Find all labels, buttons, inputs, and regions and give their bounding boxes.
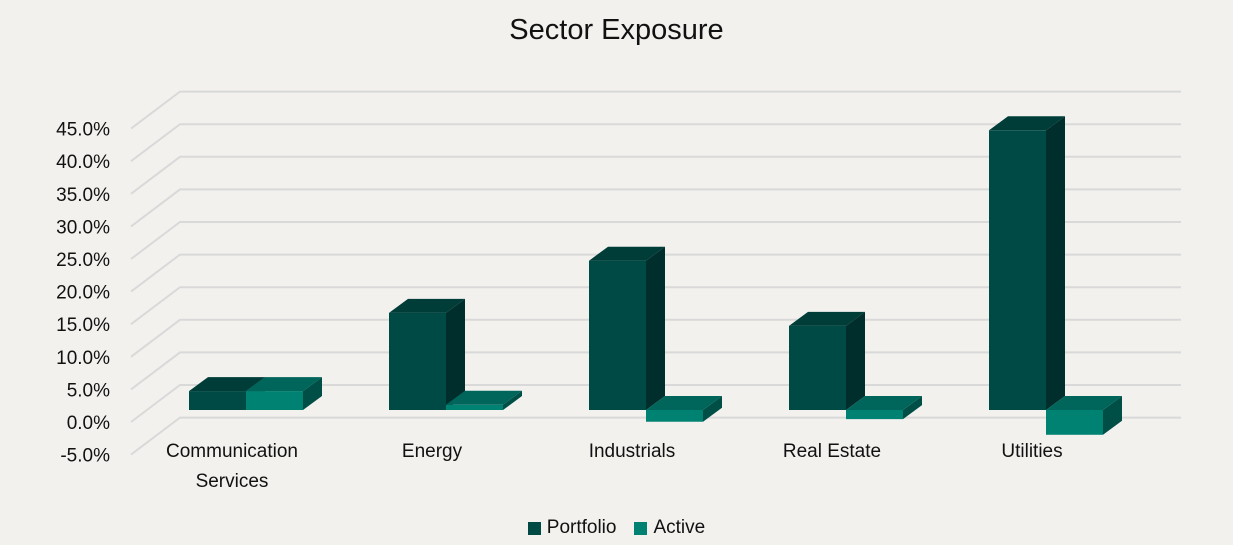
- legend-item-portfolio[interactable]: Portfolio: [527, 517, 617, 539]
- legend: Portfolio Active: [0, 517, 1233, 539]
- portfolio-swatch-icon: [527, 521, 541, 535]
- bar-active[interactable]: [1046, 396, 1122, 435]
- x-category-label: Services: [196, 471, 269, 492]
- x-category-label: Energy: [402, 441, 463, 462]
- bar-group-energy: Energy: [389, 298, 522, 462]
- legend-label-active: Active: [653, 517, 706, 538]
- y-tick-label: 20.0%: [56, 283, 110, 304]
- bar-portfolio[interactable]: [589, 246, 665, 410]
- bar-group-industrials: Industrials: [589, 246, 722, 462]
- bar-active[interactable]: [446, 390, 522, 410]
- bar-portfolio[interactable]: [989, 116, 1065, 411]
- bar-group-real-estate: Real Estate: [783, 311, 922, 462]
- y-tick-label: 15.0%: [56, 315, 110, 336]
- bar-group-communication-services: Communication Services: [166, 377, 322, 492]
- bar-active[interactable]: [246, 377, 322, 410]
- y-tick-label: 0.0%: [67, 413, 110, 434]
- bar-portfolio[interactable]: [389, 298, 465, 410]
- x-category-label: Industrials: [589, 441, 676, 462]
- x-category-label: Utilities: [1001, 441, 1062, 462]
- active-swatch-icon: [634, 521, 648, 535]
- chart-title: Sector Exposure: [509, 14, 724, 46]
- x-category-label: Communication: [166, 441, 298, 462]
- x-category-label: Real Estate: [783, 441, 881, 462]
- legend-label-portfolio: Portfolio: [546, 517, 617, 538]
- bar-portfolio[interactable]: [789, 311, 865, 410]
- y-tick-label: 5.0%: [67, 380, 110, 401]
- bar-group-utilities: Utilities: [989, 116, 1122, 462]
- y-tick-label: 45.0%: [56, 120, 110, 141]
- legend-item-active[interactable]: Active: [634, 517, 705, 539]
- bar-active[interactable]: [646, 396, 722, 422]
- y-tick-label: 25.0%: [56, 250, 110, 271]
- y-tick-label: 40.0%: [56, 152, 110, 173]
- y-tick-label: 35.0%: [56, 185, 110, 206]
- y-tick-label: 10.0%: [56, 348, 110, 369]
- y-tick-label: -5.0%: [60, 446, 110, 467]
- bar-active[interactable]: [846, 396, 922, 420]
- y-tick-label: 30.0%: [56, 217, 110, 238]
